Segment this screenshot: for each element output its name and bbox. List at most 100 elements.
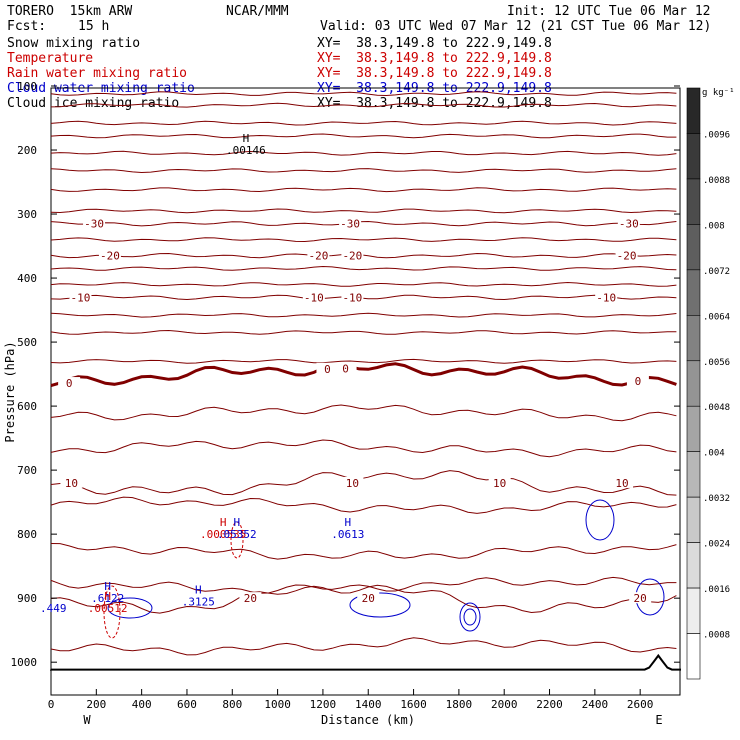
cloud-water-contours	[103, 499, 665, 639]
legend-temperature: Temperature	[7, 51, 94, 66]
contour-label: 10	[615, 477, 628, 490]
minor-contour-line	[50, 329, 677, 335]
contour-label: 10	[346, 477, 359, 490]
colorbar-tick-label: .0024	[703, 540, 730, 550]
legend-snow: Snow mixing ratio	[7, 36, 141, 51]
colorbar-swatch	[686, 405, 701, 452]
colorbar-tick-label: .0008	[703, 631, 730, 641]
rain-contour	[230, 521, 244, 559]
x-tick-label: 200	[86, 698, 106, 711]
contour-label: -20	[617, 250, 637, 263]
xy-snow: XY= 38.3,149.8 to 222.9,149.8	[317, 36, 552, 51]
contour-label-bg	[83, 217, 106, 229]
contour-label: -30	[84, 218, 104, 231]
minor-contour-line	[50, 439, 677, 458]
y-tick-label: 1000	[11, 656, 38, 669]
contour-label-bg	[98, 249, 121, 261]
contour-label-bg	[316, 362, 339, 374]
y-tick-label: 200	[17, 144, 37, 157]
isotherm--30	[50, 220, 677, 227]
colorbar-tick-label: .0048	[703, 403, 730, 413]
x-tick-label: 400	[132, 698, 152, 711]
contour-label-bg	[617, 217, 640, 229]
maximum-value-label: .00146	[226, 144, 266, 157]
contour-label: 0	[342, 363, 349, 376]
terrain-line	[50, 653, 681, 671]
minor-contour-line	[50, 265, 677, 271]
minor-contours	[50, 91, 677, 656]
minor-contour-line	[50, 168, 677, 174]
y-tick-label: 300	[17, 208, 37, 221]
cloud-water-contour	[585, 499, 615, 541]
minor-contour-line	[50, 358, 677, 364]
contour-label-bg	[58, 377, 81, 389]
colorbar-tick-label: .0032	[703, 494, 730, 504]
y-tick-label: 800	[17, 528, 37, 541]
colorbar-swatch	[686, 496, 701, 543]
contour-label-bg	[341, 291, 364, 303]
colorbar-tick-label: .0016	[703, 585, 730, 595]
isotherm-20	[50, 584, 677, 614]
x-tick-label: 600	[177, 698, 197, 711]
colorbar-tick-label: .0056	[703, 358, 730, 368]
cloud-water-contour	[107, 597, 153, 619]
contour-label-bg	[239, 592, 262, 604]
x-tick-label: 2000	[491, 698, 518, 711]
maximum-marker: H	[243, 132, 250, 145]
contour-label-bg	[341, 476, 364, 488]
colorbar-swatch	[686, 587, 701, 634]
x-tick-label: 1400	[355, 698, 382, 711]
minor-contour-line	[50, 120, 677, 126]
x-tick-label: 2600	[627, 698, 654, 711]
legend-rain: Rain water mixing ratio	[7, 66, 188, 81]
east-label: E	[655, 713, 662, 727]
y-tick-label: 100	[17, 80, 37, 93]
colorbar-swatch	[686, 633, 701, 680]
xy-temperature: XY= 38.3,149.8 to 222.9,149.8	[317, 51, 552, 66]
colorbar-swatch	[686, 178, 701, 225]
forecast-label: Fcst:	[7, 19, 47, 34]
model-title: TORERO 15km ARW	[7, 4, 133, 19]
minor-contour-line	[50, 91, 677, 97]
contour-label: -20	[308, 250, 328, 263]
minor-contour-line	[50, 187, 677, 193]
contour-label-bg	[69, 291, 92, 303]
contour-label: 20	[362, 592, 375, 605]
plot-border	[50, 87, 681, 696]
minor-contour-line	[50, 208, 677, 214]
contour-label: 10	[65, 477, 78, 490]
center-label: NCAR/MMM	[226, 4, 289, 19]
contour-label-bg	[307, 249, 330, 261]
maximum-marker: H	[195, 583, 202, 596]
minor-contour-line	[50, 576, 677, 594]
maximum-marker: H	[220, 516, 227, 529]
colorbar-swatch	[686, 360, 701, 407]
x-tick-label: 1800	[446, 698, 473, 711]
maximum-value-label: .449	[40, 602, 67, 615]
colorbar-swatch	[686, 451, 701, 498]
maximum-marker: H	[104, 580, 111, 593]
maximum-value-label: .0613	[331, 528, 364, 541]
contour-label-bg	[302, 291, 325, 303]
isotherm--20	[50, 252, 677, 259]
minor-contour-line	[50, 404, 677, 422]
init-time: Init: 12 UTC Tue 06 Mar 12	[507, 4, 711, 19]
colorbar-tick-label: .0096	[703, 130, 730, 140]
minor-contour-line	[50, 543, 677, 560]
contour-label-bg	[334, 362, 357, 374]
maximum-value-label: .05352	[217, 528, 257, 541]
xy-rain: XY= 38.3,149.8 to 222.9,149.8	[317, 66, 552, 81]
legend-cloud-ice: Cloud ice mixing ratio	[7, 96, 180, 111]
contour-label: -10	[596, 291, 616, 304]
contour-label: 0	[635, 375, 642, 388]
minor-contour-line	[50, 281, 677, 287]
maximum-value-label: .000535	[200, 528, 246, 541]
x-tick-label: 2200	[536, 698, 563, 711]
contour-label: 10	[493, 477, 506, 490]
colorbar-tick-label: .008	[703, 221, 725, 231]
contour-label-bg	[60, 476, 83, 488]
x-tick-label: 800	[222, 698, 242, 711]
contour-label: -20	[100, 250, 120, 263]
